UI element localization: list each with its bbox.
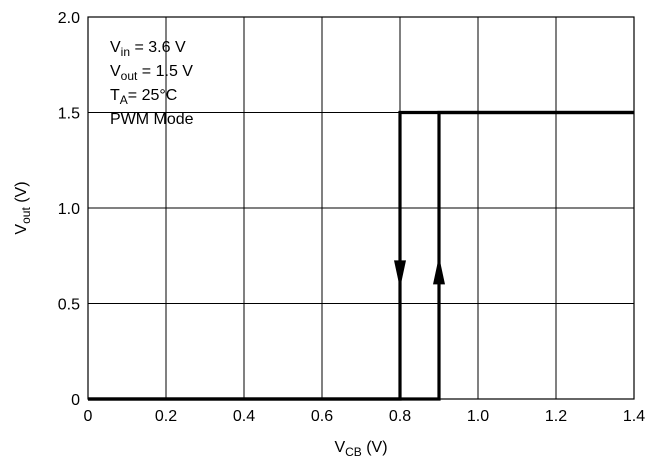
annotation-line: PWM Mode — [110, 111, 194, 128]
annotation-line: Vin = 3.6 V — [110, 39, 186, 59]
x-tick-label: 0.6 — [311, 408, 333, 425]
arrow-up-icon — [433, 256, 445, 285]
y-axis-label-unit: (V) — [13, 181, 30, 207]
y-tick-label: 1.5 — [58, 106, 80, 123]
annotation-line: Vout = 1.5 V — [110, 63, 193, 83]
y-axis-label: Vout (V) — [13, 181, 33, 234]
series-2-line — [88, 110, 634, 401]
x-tick-label: 0 — [84, 408, 93, 425]
annotation-line: TA= 25°C — [110, 87, 177, 107]
x-tick-label: 1.0 — [467, 408, 489, 425]
y-axis-label-sub: out — [19, 207, 33, 224]
y-tick-label: 0.5 — [58, 297, 80, 314]
x-axis-label-main: V — [334, 439, 345, 456]
series-lines — [88, 110, 634, 401]
y-tick-label: 1.0 — [58, 201, 80, 218]
condition-annotations: Vin = 3.6 V Vout = 1.5 V TA= 25°C PWM Mode — [110, 39, 194, 128]
y-tick-labels: 0 0.5 1.0 1.5 2.0 — [58, 10, 80, 409]
x-axis-label-unit: (V) — [362, 439, 388, 456]
x-tick-label: 1.4 — [623, 408, 645, 425]
x-tick-label: 0.2 — [155, 408, 177, 425]
x-axis-label-sub: CB — [345, 445, 362, 459]
x-tick-label: 0.4 — [233, 408, 255, 425]
x-axis-label: VCB (V) — [334, 439, 387, 459]
y-tick-label: 0 — [71, 392, 80, 409]
x-tick-labels: 0 0.2 0.4 0.6 0.8 1.0 1.2 1.4 — [84, 408, 646, 425]
direction-arrows — [394, 256, 445, 289]
x-tick-label: 0.8 — [389, 408, 411, 425]
series-1-line — [88, 110, 634, 401]
y-axis-label-main: V — [13, 224, 30, 235]
y-tick-label: 2.0 — [58, 10, 80, 27]
x-tick-label: 1.2 — [545, 408, 567, 425]
arrow-down-icon — [394, 260, 406, 289]
